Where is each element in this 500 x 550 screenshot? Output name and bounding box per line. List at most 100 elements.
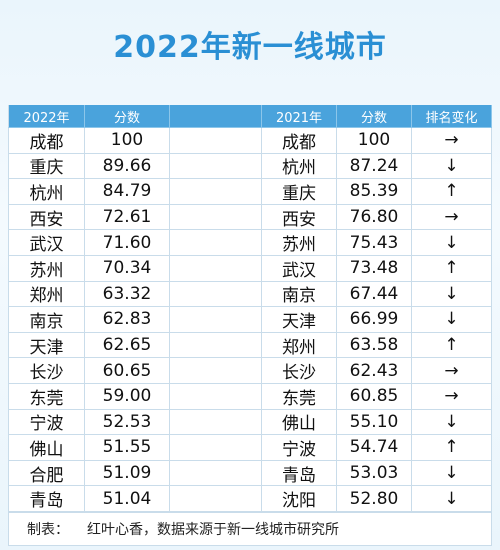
blank-cell bbox=[170, 384, 262, 410]
header-cell: 排名变化 bbox=[412, 105, 492, 128]
score-cell: 76.80 bbox=[337, 204, 412, 231]
header-cell: 分数 bbox=[337, 105, 412, 128]
city-cell: 郑州 bbox=[8, 281, 85, 308]
blank-cell bbox=[170, 153, 262, 180]
score-cell: 84.79 bbox=[85, 179, 170, 205]
city-cell: 东莞 bbox=[8, 384, 85, 410]
change-cell: ↑ bbox=[412, 256, 492, 282]
city-cell: 杭州 bbox=[262, 153, 337, 180]
blank-cell bbox=[170, 460, 262, 487]
city-cell: 苏州 bbox=[8, 256, 85, 282]
score-cell: 67.44 bbox=[337, 281, 412, 308]
score-cell: 62.43 bbox=[337, 358, 412, 384]
change-cell: ↑ bbox=[412, 332, 492, 359]
footer-label: 制表： bbox=[27, 522, 69, 538]
score-cell: 63.58 bbox=[337, 332, 412, 359]
change-cell: ↓ bbox=[412, 460, 492, 487]
change-cell: ↓ bbox=[412, 307, 492, 333]
score-cell: 52.53 bbox=[85, 409, 170, 436]
score-cell: 75.43 bbox=[337, 230, 412, 256]
score-cell: 54.74 bbox=[337, 435, 412, 461]
blank-cell bbox=[170, 435, 262, 461]
city-cell: 西安 bbox=[8, 204, 85, 231]
blank-cell bbox=[170, 358, 262, 384]
change-cell: → bbox=[412, 384, 492, 410]
blank-cell bbox=[170, 128, 262, 154]
city-cell: 东莞 bbox=[262, 384, 337, 410]
score-cell: 72.61 bbox=[85, 204, 170, 231]
blank-cell bbox=[170, 281, 262, 308]
score-cell: 53.03 bbox=[337, 460, 412, 487]
footer-text: 红叶心香，数据来源于新一线城市研究所 bbox=[87, 522, 339, 538]
score-cell: 51.09 bbox=[85, 460, 170, 487]
blank-cell bbox=[170, 179, 262, 205]
blank-cell bbox=[170, 486, 262, 512]
city-cell: 宁波 bbox=[8, 409, 85, 436]
city-cell: 佛山 bbox=[8, 435, 85, 461]
score-cell: 51.55 bbox=[85, 435, 170, 461]
change-cell: ↓ bbox=[412, 230, 492, 256]
blank-cell bbox=[170, 307, 262, 333]
change-cell: ↑ bbox=[412, 179, 492, 205]
change-cell: → bbox=[412, 128, 492, 154]
score-cell: 62.65 bbox=[85, 332, 170, 359]
blank-cell bbox=[170, 204, 262, 231]
city-cell: 合肥 bbox=[8, 460, 85, 487]
city-cell: 南京 bbox=[262, 281, 337, 308]
score-cell: 87.24 bbox=[337, 153, 412, 180]
city-cell: 西安 bbox=[262, 204, 337, 231]
score-cell: 62.83 bbox=[85, 307, 170, 333]
city-cell: 成都 bbox=[8, 128, 85, 154]
header-cell: 分数 bbox=[85, 105, 170, 128]
city-cell: 长沙 bbox=[262, 358, 337, 384]
header-cell: 2021年 bbox=[262, 105, 337, 128]
city-cell: 青岛 bbox=[8, 486, 85, 512]
city-cell: 重庆 bbox=[262, 179, 337, 205]
city-cell: 武汉 bbox=[262, 256, 337, 282]
header-cell: 2022年 bbox=[8, 105, 85, 128]
city-cell: 杭州 bbox=[8, 179, 85, 205]
score-cell: 63.32 bbox=[85, 281, 170, 308]
change-cell: ↓ bbox=[412, 486, 492, 512]
score-cell: 70.34 bbox=[85, 256, 170, 282]
city-cell: 郑州 bbox=[262, 332, 337, 359]
title: 2022年新一线城市 bbox=[113, 30, 387, 65]
score-cell: 60.85 bbox=[337, 384, 412, 410]
score-cell: 66.99 bbox=[337, 307, 412, 333]
city-cell: 成都 bbox=[262, 128, 337, 154]
header-blank bbox=[170, 105, 262, 128]
score-cell: 100 bbox=[337, 128, 412, 154]
score-cell: 73.48 bbox=[337, 256, 412, 282]
change-cell: ↑ bbox=[412, 435, 492, 461]
change-cell: ↓ bbox=[412, 153, 492, 180]
score-cell: 100 bbox=[85, 128, 170, 154]
score-cell: 51.04 bbox=[85, 486, 170, 512]
score-cell: 52.80 bbox=[337, 486, 412, 512]
score-cell: 55.10 bbox=[337, 409, 412, 436]
city-cell: 沈阳 bbox=[262, 486, 337, 512]
city-cell: 青岛 bbox=[262, 460, 337, 487]
city-cell: 宁波 bbox=[262, 435, 337, 461]
city-cell: 天津 bbox=[8, 332, 85, 359]
city-cell: 长沙 bbox=[8, 358, 85, 384]
city-cell: 武汉 bbox=[8, 230, 85, 256]
score-cell: 71.60 bbox=[85, 230, 170, 256]
blank-cell bbox=[170, 332, 262, 359]
change-cell: ↓ bbox=[412, 409, 492, 436]
city-cell: 苏州 bbox=[262, 230, 337, 256]
city-cell: 佛山 bbox=[262, 409, 337, 436]
score-cell: 85.39 bbox=[337, 179, 412, 205]
city-cell: 南京 bbox=[8, 307, 85, 333]
footer: 制表： 红叶心香，数据来源于新一线城市研究所 bbox=[8, 512, 492, 546]
city-cell: 天津 bbox=[262, 307, 337, 333]
change-cell: ↓ bbox=[412, 281, 492, 308]
score-cell: 60.65 bbox=[85, 358, 170, 384]
score-cell: 59.00 bbox=[85, 384, 170, 410]
change-cell: → bbox=[412, 358, 492, 384]
blank-cell bbox=[170, 230, 262, 256]
change-cell: → bbox=[412, 204, 492, 231]
blank-cell bbox=[170, 256, 262, 282]
city-cell: 重庆 bbox=[8, 153, 85, 180]
blank-cell bbox=[170, 409, 262, 436]
